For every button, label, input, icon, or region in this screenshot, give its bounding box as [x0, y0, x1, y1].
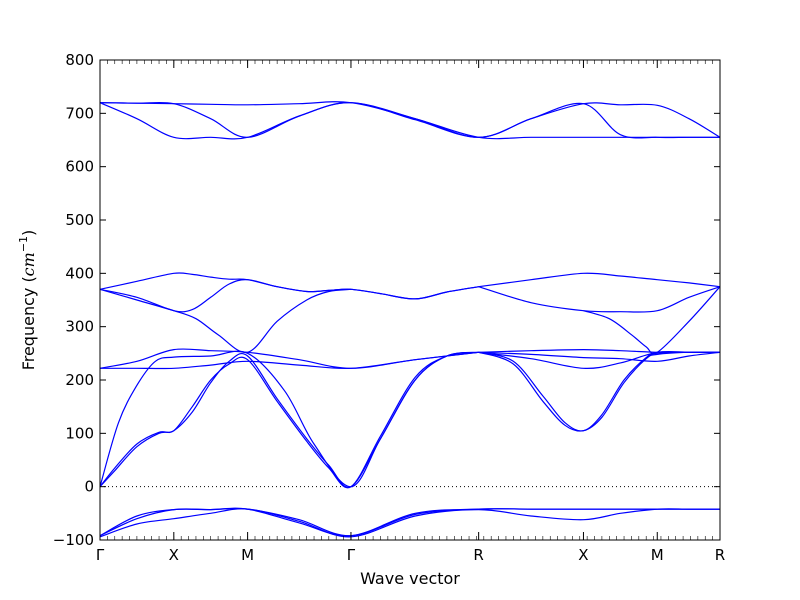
y-axis-label: Frequency (cm−1): [17, 230, 38, 371]
band-line-22: [99, 101, 720, 139]
x-tick-label-4: R: [473, 546, 483, 564]
series-group: [99, 101, 721, 538]
y-tick-label: −100: [53, 531, 94, 549]
y-axis-label-sup: −1: [17, 236, 30, 252]
y-axis-label-unit: cm: [19, 252, 38, 276]
y-axis-label-text: Frequency (: [19, 276, 38, 370]
band-line-16: [99, 288, 352, 354]
band-line-14: [99, 279, 479, 313]
y-tick-label: 500: [65, 211, 94, 229]
x-tick-label-7: R: [715, 546, 725, 564]
band-line-6: [99, 350, 479, 488]
y-axis-label-close: ): [19, 230, 38, 236]
y-tick-label: 200: [65, 371, 94, 389]
band-line-19: [583, 286, 721, 355]
band-line-21: [99, 102, 720, 140]
ticks-group: −100 0 100 200 300 400 500 600 700 800 Γ X M Γ R X M R: [53, 51, 725, 564]
band-line-5: [99, 351, 479, 489]
y-tick-label: 300: [65, 318, 94, 336]
band-line-17: [478, 272, 721, 288]
band-line-15: [99, 272, 479, 300]
band-line-9: [478, 351, 721, 432]
band-line-10: [478, 351, 721, 432]
y-tick-label: 800: [65, 51, 94, 69]
band-line-20: [99, 101, 721, 138]
y-tick-label: 600: [65, 158, 94, 176]
x-tick-label-2: M: [241, 546, 254, 564]
y-tick-label: 400: [65, 264, 94, 282]
band-line-3: [99, 507, 720, 537]
y-tick-label: 0: [84, 478, 94, 496]
band-line-18: [478, 286, 721, 313]
y-tick-label: 700: [65, 104, 94, 122]
band-line-1: [99, 508, 720, 538]
x-tick-label-1: X: [169, 546, 179, 564]
x-axis-label: Wave vector: [360, 569, 460, 588]
x-tick-label-0: Γ: [96, 546, 105, 564]
axes-frame: [99, 59, 721, 541]
band-line-8: [99, 348, 479, 369]
x-tick-label-6: M: [651, 546, 664, 564]
band-line-11: [478, 351, 721, 362]
x-tick-label-5: X: [578, 546, 588, 564]
y-tick-label: 100: [65, 424, 94, 442]
x-tick-label-3: Γ: [347, 546, 356, 564]
band-line-13: [478, 348, 720, 353]
